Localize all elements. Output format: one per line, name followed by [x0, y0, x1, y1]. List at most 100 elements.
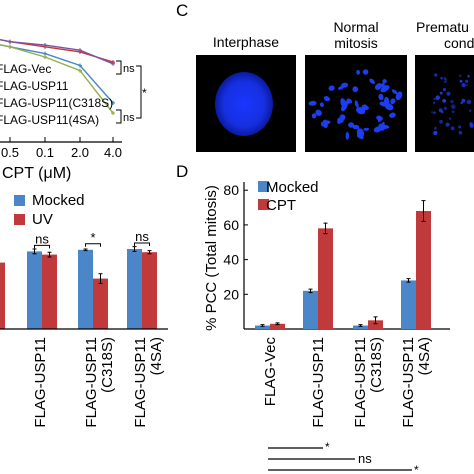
pcc-error-bar — [421, 200, 426, 222]
chromosome — [384, 103, 394, 111]
uv-sig-label: ns — [135, 229, 149, 244]
chromosome — [376, 115, 382, 121]
chromosome — [352, 124, 360, 130]
micro-chromosomes — [308, 69, 403, 140]
line-legend-label: FLAG-Vec — [0, 62, 51, 76]
pcc-bar — [416, 211, 431, 329]
pcc-chromatin-fragment — [443, 77, 447, 80]
uv-bar — [127, 249, 142, 329]
pcc-chromatin-fragment — [439, 119, 443, 124]
pcc-sig-label-2: ns — [358, 451, 372, 466]
uv-bar-chart: Mocked UV ns * ns FLAG-USP11 FLAG-USP11(C31… — [0, 192, 168, 428]
line-point — [111, 100, 115, 105]
pcc-chromatin-fragment — [458, 125, 462, 129]
pcc-category-label: FLAG-USP11(C318S) — [352, 337, 385, 428]
uv-bar-partial — [0, 262, 5, 329]
uv-bar — [78, 249, 93, 329]
pcc-legend-label-mocked: Mocked — [266, 179, 319, 196]
pcc-chromatin-fragment — [458, 130, 463, 135]
pcc-error-bar — [308, 288, 313, 294]
pcc-chromatin-fragment — [469, 123, 474, 128]
pcc-category-label: FLAG-USP11 — [310, 337, 327, 428]
pcc-chromatin-fragment — [459, 74, 462, 78]
chromosome — [382, 79, 387, 84]
pcc-category-label-line: (C318S) — [368, 337, 385, 393]
line-point — [78, 63, 82, 68]
chromosome — [381, 83, 385, 88]
uv-sig-label: * — [90, 230, 95, 245]
uv-legend-label-mocked: Mocked — [32, 192, 85, 209]
micro-label-normal-mitosis-line1: Normal — [333, 19, 378, 35]
pcc-chromatin-fragment — [431, 111, 434, 114]
pcc-category-label: FLAG-Vec — [262, 337, 279, 407]
micro-pcc-chromatin — [431, 73, 474, 136]
chromosome — [374, 83, 382, 91]
pcc-category-label-line: FLAG-USP11 — [352, 337, 369, 428]
chromosome — [354, 100, 359, 108]
pcc-error-bar — [358, 324, 363, 327]
pcc-chromatin-fragment — [439, 91, 443, 95]
micro-label-premature-line2: cond — [444, 35, 474, 51]
chromosome — [345, 131, 349, 140]
chromosome — [319, 102, 324, 107]
pcc-error-bar — [323, 222, 328, 235]
uv-category-label: FLAG-USP11 — [32, 337, 49, 428]
pcc-chromatin-fragment — [434, 126, 437, 130]
line-bracket-top — [116, 60, 122, 75]
line-point — [111, 111, 115, 116]
pcc-error-bar — [275, 322, 280, 326]
uv-error-bar — [32, 248, 37, 255]
line-x-tick-label: 4.0 — [104, 145, 122, 160]
chromosome — [311, 113, 317, 119]
pcc-legend-swatch-mocked — [258, 181, 269, 192]
uv-error-bar — [132, 246, 137, 252]
pcc-chromatin-fragment — [443, 80, 447, 84]
pcc-chromatin-fragment — [435, 95, 441, 100]
uv-category-label-line: FLAG-USP11 — [32, 337, 49, 428]
chromosome — [356, 128, 365, 138]
pcc-chromatin-fragment — [450, 126, 455, 131]
line-point — [78, 48, 82, 53]
uv-sig-bracket — [85, 243, 101, 247]
uv-category-label-line: FLAG-USP11 — [132, 337, 149, 428]
pcc-chromatin-fragment — [445, 78, 448, 81]
pcc-chromatin-fragment — [451, 110, 455, 113]
pcc-legend-label-cpt: CPT — [266, 197, 296, 214]
line-point — [78, 68, 82, 73]
pcc-bar — [318, 228, 333, 329]
line-x-tick-label: 2.0 — [71, 145, 89, 160]
uv-category-label: FLAG-USP11(C318S) — [83, 337, 116, 428]
pcc-y-tick-label: 40 — [223, 252, 239, 268]
uv-error-bar — [147, 250, 152, 255]
pcc-chromatin-fragment — [469, 109, 471, 112]
pcc-sig-label-3: * — [414, 463, 419, 474]
chromosome — [395, 91, 403, 101]
pcc-chromatin-fragment — [433, 97, 437, 101]
uv-legend-swatch-uv — [14, 214, 25, 225]
chromosome — [352, 86, 359, 93]
pcc-chromatin-fragment — [460, 101, 463, 105]
pcc-y-label: % PCC (Total mitosis) — [203, 185, 220, 331]
chromosome — [369, 78, 375, 84]
chromosome — [363, 127, 370, 131]
pcc-chromatin-fragment — [440, 110, 444, 114]
pcc-chromatin-fragment — [461, 98, 466, 103]
pcc-chromatin-fragment — [442, 88, 446, 92]
uv-sig-bracket — [34, 244, 50, 249]
microscopy-panel: C Interphase Normal mitosis Prematu cond — [176, 1, 474, 152]
pcc-error-bar — [406, 278, 411, 283]
chromosome — [378, 93, 384, 101]
pcc-chromatin-fragment — [433, 130, 438, 136]
line-legend-label: FLAG-USP11(4SA) — [0, 113, 99, 127]
pcc-chromatin-fragment — [451, 104, 456, 109]
pcc-sig-label-1: * — [325, 440, 330, 454]
pcc-legend-swatch-cpt — [258, 199, 269, 210]
pcc-chromatin-fragment — [446, 91, 451, 96]
line-point — [111, 61, 115, 66]
line-x-tick-label: 0.5 — [1, 145, 19, 160]
chromosome — [323, 96, 331, 102]
uv-sig-bracket — [134, 242, 150, 246]
pcc-chromatin-fragment — [442, 99, 447, 103]
